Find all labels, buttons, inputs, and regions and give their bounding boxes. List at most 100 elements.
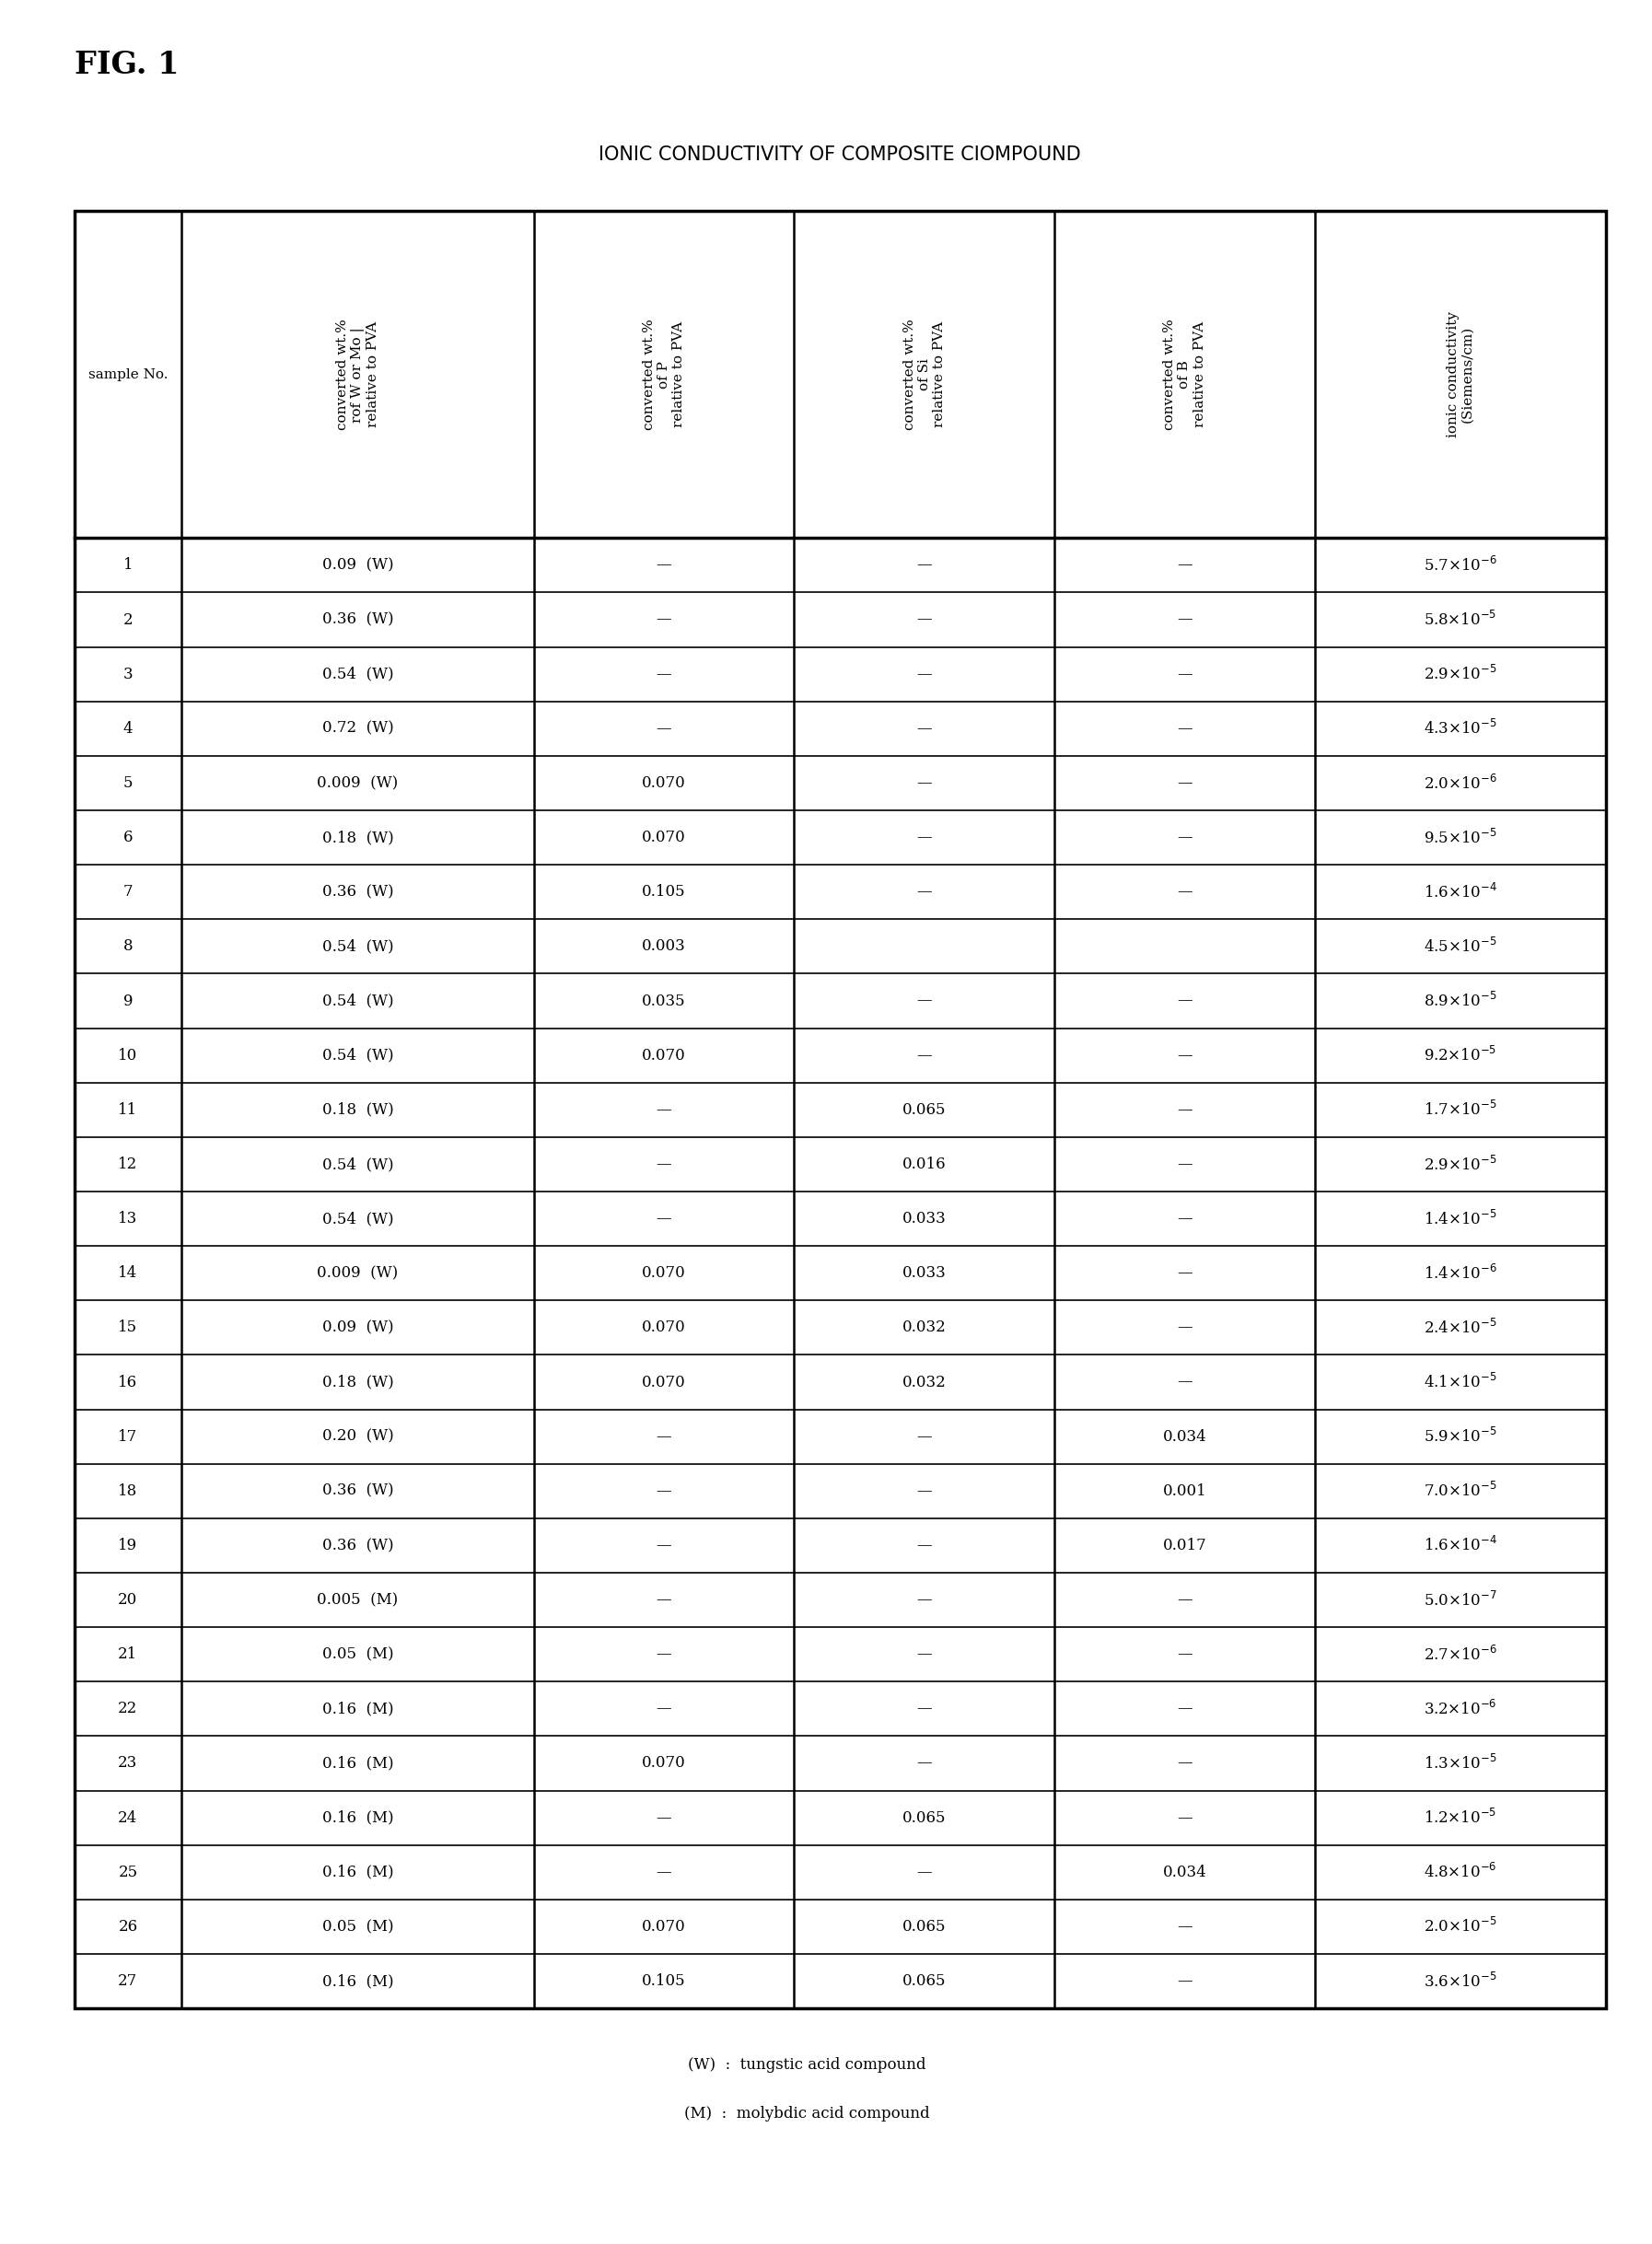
- Text: 9.2×10$^{-5}$: 9.2×10$^{-5}$: [1424, 1046, 1497, 1064]
- Text: 0.001: 0.001: [1163, 1483, 1206, 1499]
- Text: —: —: [656, 1212, 672, 1227]
- Text: 0.032: 0.032: [902, 1319, 947, 1335]
- Text: 0.105: 0.105: [643, 884, 686, 900]
- Text: 19: 19: [119, 1537, 137, 1553]
- Text: (W)  :  tungstic acid compound: (W) : tungstic acid compound: [687, 2058, 927, 2071]
- Text: 1.2×10$^{-5}$: 1.2×10$^{-5}$: [1424, 1809, 1497, 1827]
- Text: 17: 17: [119, 1429, 137, 1445]
- Text: 1: 1: [122, 557, 132, 572]
- Text: 4.8×10$^{-6}$: 4.8×10$^{-6}$: [1424, 1863, 1497, 1880]
- Text: 0.017: 0.017: [1163, 1537, 1206, 1553]
- Text: 10: 10: [119, 1048, 137, 1064]
- Text: 20: 20: [119, 1593, 137, 1607]
- Text: —: —: [1176, 666, 1193, 682]
- Text: 1.7×10$^{-5}$: 1.7×10$^{-5}$: [1424, 1100, 1497, 1120]
- Text: —: —: [917, 1429, 932, 1445]
- Text: —: —: [917, 1048, 932, 1064]
- Text: 22: 22: [119, 1701, 137, 1717]
- Text: (M)  :  molybdic acid compound: (M) : molybdic acid compound: [684, 2107, 930, 2121]
- Text: —: —: [917, 666, 932, 682]
- Text: —: —: [1176, 1647, 1193, 1663]
- Text: 0.070: 0.070: [643, 830, 686, 846]
- Text: 0.070: 0.070: [643, 774, 686, 790]
- Text: 5.0×10$^{-7}$: 5.0×10$^{-7}$: [1424, 1591, 1497, 1609]
- Text: 12: 12: [119, 1156, 137, 1171]
- Text: 0.033: 0.033: [902, 1266, 947, 1281]
- Text: —: —: [1176, 1212, 1193, 1227]
- Text: —: —: [1176, 1593, 1193, 1607]
- Text: —: —: [1176, 1156, 1193, 1171]
- Text: 2.0×10$^{-5}$: 2.0×10$^{-5}$: [1424, 1916, 1497, 1937]
- Text: converted wt.%
of Si
relative to PVA: converted wt.% of Si relative to PVA: [904, 319, 945, 431]
- Text: 0.003: 0.003: [643, 938, 686, 954]
- Text: —: —: [917, 1755, 932, 1771]
- Text: converted wt.%
rof W or Mo |
relative to PVA: converted wt.% rof W or Mo | relative to…: [335, 319, 380, 431]
- Text: 3.2×10$^{-6}$: 3.2×10$^{-6}$: [1424, 1699, 1497, 1719]
- Text: 0.034: 0.034: [1163, 1865, 1206, 1880]
- Text: —: —: [1176, 1373, 1193, 1389]
- Text: FIG. 1: FIG. 1: [74, 49, 178, 81]
- Text: 0.54  (W): 0.54 (W): [322, 994, 393, 1010]
- Text: 0.16  (M): 0.16 (M): [322, 1755, 393, 1771]
- Text: 2.0×10$^{-6}$: 2.0×10$^{-6}$: [1424, 774, 1497, 792]
- Text: —: —: [917, 884, 932, 900]
- Text: 0.065: 0.065: [902, 1102, 947, 1118]
- Text: 8: 8: [122, 938, 132, 954]
- Text: 1.4×10$^{-6}$: 1.4×10$^{-6}$: [1424, 1263, 1497, 1284]
- Text: 13: 13: [119, 1212, 137, 1227]
- Text: —: —: [656, 1483, 672, 1499]
- Text: 0.035: 0.035: [643, 994, 686, 1010]
- Text: —: —: [917, 1701, 932, 1717]
- Text: 1.3×10$^{-5}$: 1.3×10$^{-5}$: [1424, 1755, 1497, 1773]
- Text: 21: 21: [119, 1647, 137, 1663]
- Text: 3: 3: [122, 666, 132, 682]
- Text: 2.7×10$^{-6}$: 2.7×10$^{-6}$: [1424, 1645, 1497, 1663]
- Text: —: —: [1176, 1701, 1193, 1717]
- Text: 25: 25: [119, 1865, 137, 1880]
- Text: 0.20  (W): 0.20 (W): [322, 1429, 393, 1445]
- Text: 0.09  (W): 0.09 (W): [322, 1319, 393, 1335]
- Text: 0.070: 0.070: [643, 1373, 686, 1389]
- Text: 2.9×10$^{-5}$: 2.9×10$^{-5}$: [1424, 1156, 1497, 1174]
- Text: 4: 4: [122, 720, 132, 736]
- Text: 0.034: 0.034: [1163, 1429, 1206, 1445]
- Text: 9: 9: [124, 994, 132, 1010]
- Text: —: —: [656, 1429, 672, 1445]
- Text: 4.3×10$^{-5}$: 4.3×10$^{-5}$: [1424, 720, 1497, 738]
- Text: 23: 23: [119, 1755, 137, 1771]
- Text: —: —: [917, 613, 932, 628]
- Text: —: —: [1176, 1048, 1193, 1064]
- Text: 0.36  (W): 0.36 (W): [322, 1537, 393, 1553]
- Text: 27: 27: [119, 1972, 137, 1988]
- Text: —: —: [656, 1865, 672, 1880]
- Text: 0.032: 0.032: [902, 1373, 947, 1389]
- Text: 0.009  (W): 0.009 (W): [317, 774, 398, 790]
- Text: —: —: [1176, 1972, 1193, 1988]
- Text: —: —: [656, 613, 672, 628]
- Text: —: —: [917, 774, 932, 790]
- Text: 7.0×10$^{-5}$: 7.0×10$^{-5}$: [1424, 1481, 1497, 1501]
- Text: 0.065: 0.065: [902, 1919, 947, 1934]
- Text: 18: 18: [119, 1483, 137, 1499]
- Text: converted wt.%
of B
relative to PVA: converted wt.% of B relative to PVA: [1163, 319, 1206, 431]
- Text: 0.16  (M): 0.16 (M): [322, 1865, 393, 1880]
- Text: 5: 5: [124, 774, 132, 790]
- Text: —: —: [656, 666, 672, 682]
- Text: 0.070: 0.070: [643, 1319, 686, 1335]
- Text: —: —: [917, 1865, 932, 1880]
- Text: —: —: [1176, 1266, 1193, 1281]
- Text: 2.9×10$^{-5}$: 2.9×10$^{-5}$: [1424, 664, 1497, 684]
- Text: —: —: [1176, 1811, 1193, 1827]
- Text: —: —: [1176, 557, 1193, 572]
- Text: 0.005  (M): 0.005 (M): [317, 1593, 398, 1607]
- Text: —: —: [656, 1647, 672, 1663]
- Text: —: —: [917, 1647, 932, 1663]
- Text: 11: 11: [119, 1102, 137, 1118]
- Text: converted wt.%
of P
relative to PVA: converted wt.% of P relative to PVA: [643, 319, 686, 431]
- Text: —: —: [917, 1483, 932, 1499]
- Text: 0.54  (W): 0.54 (W): [322, 938, 393, 954]
- Text: —: —: [917, 830, 932, 846]
- Text: —: —: [656, 1811, 672, 1827]
- Text: 0.16  (M): 0.16 (M): [322, 1972, 393, 1988]
- Text: 0.16  (M): 0.16 (M): [322, 1811, 393, 1827]
